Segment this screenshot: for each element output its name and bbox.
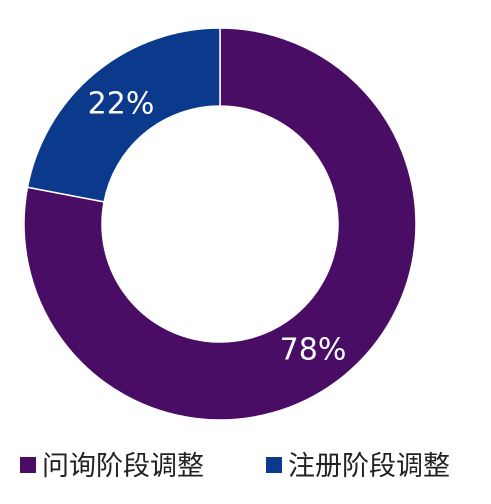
legend-swatch-inquiry — [20, 457, 36, 473]
legend-item-registration: 注册阶段调整 — [266, 451, 450, 482]
legend: 问询阶段调整 注册阶段调整 — [20, 451, 450, 482]
legend-label-inquiry: 问询阶段调整 — [42, 451, 204, 482]
donut-slice-inquiry — [23, 27, 417, 421]
legend-label-registration: 注册阶段调整 — [288, 451, 450, 482]
legend-swatch-registration — [266, 457, 282, 473]
slice-label-inquiry: 78% — [280, 333, 347, 368]
donut-slices — [23, 27, 417, 421]
donut-slice-registration — [26, 27, 221, 203]
slice-label-registration: 22% — [88, 87, 155, 122]
slice-labels: 78% 22% — [88, 87, 347, 368]
legend-item-inquiry: 问询阶段调整 — [20, 451, 204, 482]
